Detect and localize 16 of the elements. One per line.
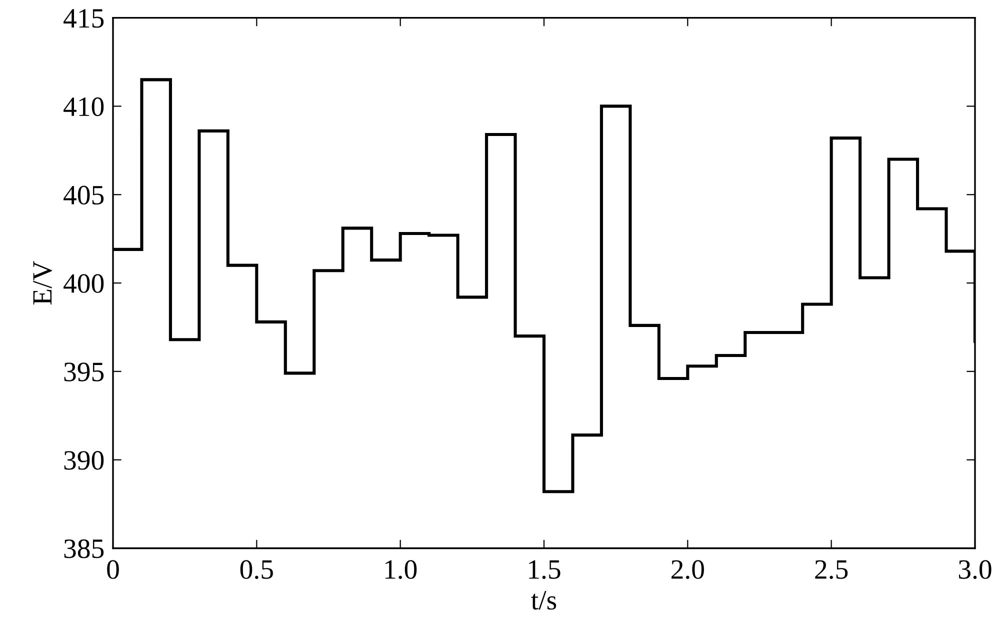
x-tick-label: 1.5 xyxy=(529,560,560,580)
y-tick-label: 390 xyxy=(64,450,104,470)
x-tick-label: 0.5 xyxy=(240,560,273,580)
y-axis-title: E/V xyxy=(33,260,52,305)
y-tick-label: 395 xyxy=(64,362,104,382)
x-tick-label: 2.5 xyxy=(815,560,848,580)
x-tick-label: 3.0 xyxy=(958,560,992,580)
x-tick-label: 1.0 xyxy=(385,560,417,580)
y-tick-label: 400 xyxy=(64,274,104,293)
y-tick-label: 410 xyxy=(64,97,104,116)
x-axis-title: t/s xyxy=(531,591,556,610)
x-tick-label: 2.0 xyxy=(672,560,704,580)
y-tick-label: 405 xyxy=(64,186,104,205)
x-tick-label: 0 xyxy=(107,560,119,579)
y-tick-label: 415 xyxy=(64,9,104,28)
y-tick-label: 385 xyxy=(64,539,104,558)
